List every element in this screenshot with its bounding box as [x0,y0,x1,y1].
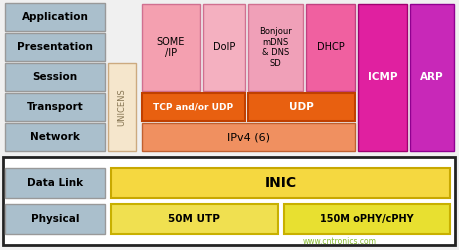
FancyBboxPatch shape [410,4,453,151]
FancyBboxPatch shape [111,204,278,234]
Text: TCP and/or UDP: TCP and/or UDP [153,102,233,112]
FancyBboxPatch shape [3,157,455,245]
Text: ARP: ARP [420,72,444,83]
Text: Physical: Physical [31,214,79,224]
Text: Presentation: Presentation [17,42,93,52]
FancyBboxPatch shape [5,33,105,61]
Text: Transport: Transport [27,102,84,112]
FancyBboxPatch shape [5,3,105,31]
Text: IPv4 (6): IPv4 (6) [227,132,270,142]
FancyBboxPatch shape [5,123,105,151]
Text: 150M oPHY/cPHY: 150M oPHY/cPHY [320,214,414,224]
Text: UNICENS: UNICENS [118,88,127,126]
FancyBboxPatch shape [203,4,245,91]
FancyBboxPatch shape [141,4,200,91]
FancyBboxPatch shape [5,93,105,121]
Text: Bonjour
mDNS
& DNS
SD: Bonjour mDNS & DNS SD [259,28,292,68]
FancyBboxPatch shape [5,63,105,91]
FancyBboxPatch shape [358,4,407,151]
FancyBboxPatch shape [111,168,450,198]
Text: Data Link: Data Link [27,178,83,188]
FancyBboxPatch shape [5,168,105,198]
Text: 50M UTP: 50M UTP [168,214,220,224]
FancyBboxPatch shape [248,4,303,91]
FancyBboxPatch shape [248,93,355,121]
FancyBboxPatch shape [108,63,136,151]
Text: UDP: UDP [289,102,314,112]
FancyBboxPatch shape [141,93,245,121]
Text: Session: Session [33,72,78,82]
FancyBboxPatch shape [306,4,355,91]
Text: ICMP: ICMP [368,72,397,83]
FancyBboxPatch shape [141,123,355,151]
Text: DoIP: DoIP [213,42,235,52]
Text: Application: Application [22,12,89,22]
Text: INIC: INIC [264,176,297,190]
Text: www.cntronics.com: www.cntronics.com [303,238,377,246]
Text: Network: Network [30,132,80,142]
Text: SOME
/IP: SOME /IP [157,37,185,58]
Text: DHCP: DHCP [317,42,345,52]
FancyBboxPatch shape [284,204,450,234]
FancyBboxPatch shape [5,204,105,234]
